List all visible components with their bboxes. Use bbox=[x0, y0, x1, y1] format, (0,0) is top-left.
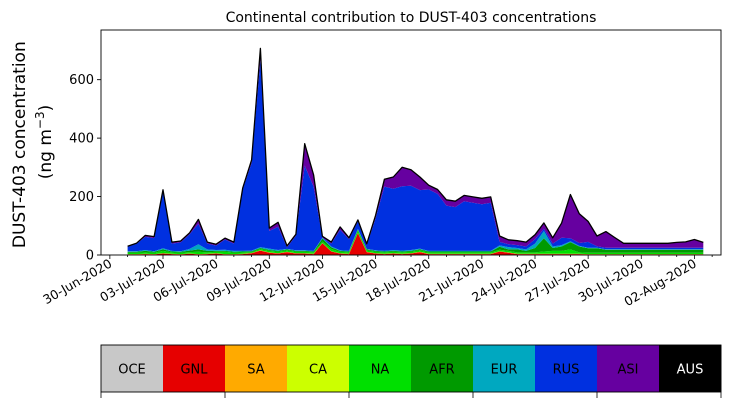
legend-swatch-aus bbox=[659, 345, 722, 392]
y-tick-label: 400 bbox=[69, 132, 94, 147]
legend-label-afr: AFR bbox=[429, 363, 454, 378]
legend-swatch-sa bbox=[225, 345, 288, 392]
x-axis: 30-Jun-202003-Jul-202006-Jul-202009-Jul-… bbox=[40, 255, 713, 309]
legend-label-ca: CA bbox=[309, 363, 327, 378]
legend-swatch-asi bbox=[597, 345, 660, 392]
y-axis-label: DUST-403 concentration (ng m−3) bbox=[10, 36, 56, 248]
y-tick-label: 200 bbox=[69, 190, 94, 205]
legend-label-sa: SA bbox=[247, 363, 264, 378]
y-axis-label-unit: (ng m bbox=[36, 129, 56, 179]
legend-swatch-eur bbox=[473, 345, 536, 392]
legend-label-eur: EUR bbox=[491, 363, 518, 378]
legend-label-oce: OCE bbox=[118, 363, 146, 378]
legend-label-asi: ASI bbox=[618, 363, 639, 378]
total-outline bbox=[127, 47, 704, 247]
legend-swatch-oce bbox=[101, 345, 164, 392]
legend-label-gnl: GNL bbox=[180, 363, 208, 378]
legend-label-na: NA bbox=[371, 363, 390, 378]
area-afr bbox=[127, 229, 704, 253]
legend-swatch-ca bbox=[287, 345, 350, 392]
legend-swatch-na bbox=[349, 345, 412, 392]
chart-title: Continental contribution to DUST-403 con… bbox=[226, 10, 597, 26]
y-tick-label: 600 bbox=[69, 73, 94, 88]
legend-swatch-afr bbox=[411, 345, 474, 392]
legend-colorbar: OCE GNL SA CA NA AFR EUR RUS ASI AUS bbox=[100, 345, 722, 398]
area-eur bbox=[127, 228, 704, 252]
legend-swatch-gnl bbox=[163, 345, 226, 392]
y-axis-label-line1: DUST-403 concentration bbox=[10, 41, 30, 248]
y-tick-label: 0 bbox=[86, 249, 94, 264]
area-rus bbox=[127, 60, 704, 252]
legend-label-aus: AUS bbox=[677, 363, 704, 378]
y-axis-label-close: ) bbox=[36, 105, 56, 112]
y-axis: 0 200 400 600 bbox=[69, 73, 101, 264]
legend-label-rus: RUS bbox=[553, 363, 580, 378]
legend-frame bbox=[100, 344, 722, 393]
y-axis-label-sup: −3 bbox=[33, 111, 47, 129]
legend-swatch-rus bbox=[535, 345, 598, 392]
y-axis-label-line2: (ng m−3) bbox=[33, 105, 56, 180]
stacked-areas bbox=[127, 47, 704, 255]
